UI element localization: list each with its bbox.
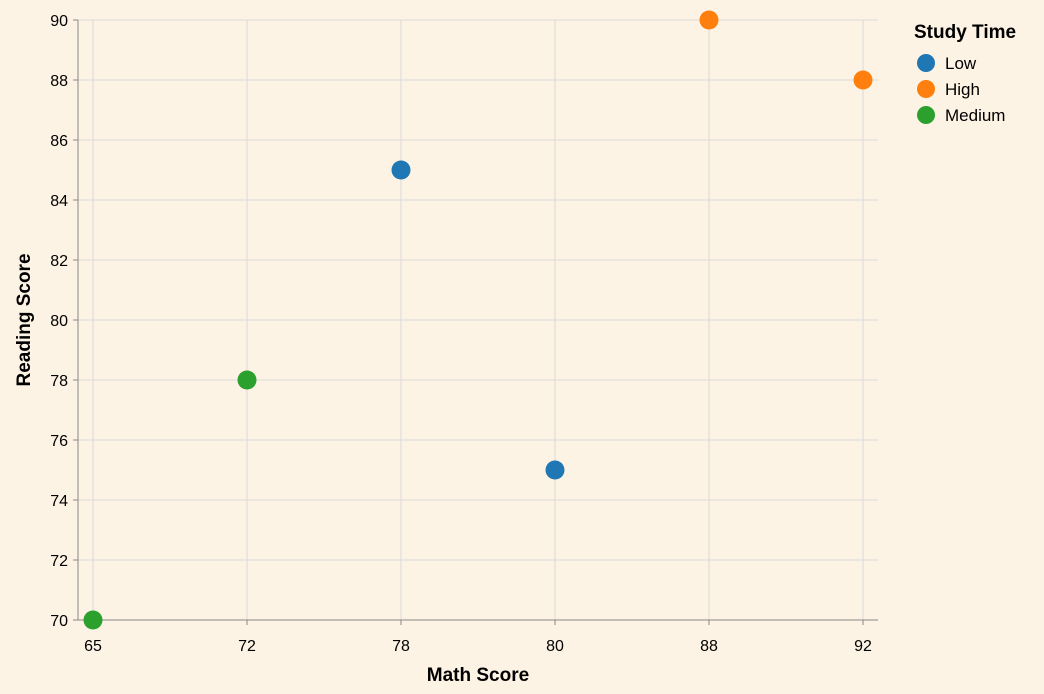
x-axis-title: Math Score bbox=[427, 665, 529, 686]
y-tick-label: 90 bbox=[50, 13, 68, 30]
legend-label: Low bbox=[945, 54, 977, 73]
data-point-low bbox=[391, 160, 411, 180]
y-tick-label: 76 bbox=[50, 433, 68, 450]
y-tick-label: 86 bbox=[50, 133, 68, 150]
y-tick-label: 74 bbox=[50, 493, 68, 510]
legend-swatch-high bbox=[917, 80, 935, 98]
data-point-high bbox=[699, 10, 719, 30]
y-tick-label: 70 bbox=[50, 613, 68, 630]
legend-swatch-low bbox=[917, 54, 935, 72]
legend: Study Time Low High Medium bbox=[914, 22, 1016, 125]
y-tick-label: 88 bbox=[50, 73, 68, 90]
axes: 70 72 74 76 78 80 82 84 86 88 90 65 72 78 80 88 92 bbox=[50, 13, 878, 655]
x-tick-label: 80 bbox=[546, 638, 564, 655]
x-tick-label: 72 bbox=[238, 638, 256, 655]
x-tick-label: 88 bbox=[700, 638, 718, 655]
y-tick-label: 72 bbox=[50, 553, 68, 570]
data-point-low bbox=[545, 460, 565, 480]
x-tick-label: 78 bbox=[392, 638, 410, 655]
data-point-high bbox=[853, 70, 873, 90]
legend-label: High bbox=[945, 80, 980, 99]
data-points bbox=[83, 10, 873, 630]
y-tick-label: 82 bbox=[50, 253, 68, 270]
data-point-medium bbox=[237, 370, 257, 390]
y-axis-title: Reading Score bbox=[14, 253, 35, 386]
y-tick-label: 84 bbox=[50, 193, 68, 210]
data-point-medium bbox=[83, 610, 103, 630]
legend-label: Medium bbox=[945, 106, 1005, 125]
x-tick-label: 65 bbox=[84, 638, 102, 655]
x-tick-label: 92 bbox=[854, 638, 872, 655]
legend-swatch-medium bbox=[917, 106, 935, 124]
y-tick-label: 80 bbox=[50, 313, 68, 330]
y-tick-label: 78 bbox=[50, 373, 68, 390]
legend-title: Study Time bbox=[914, 22, 1016, 43]
grid bbox=[78, 19, 878, 621]
